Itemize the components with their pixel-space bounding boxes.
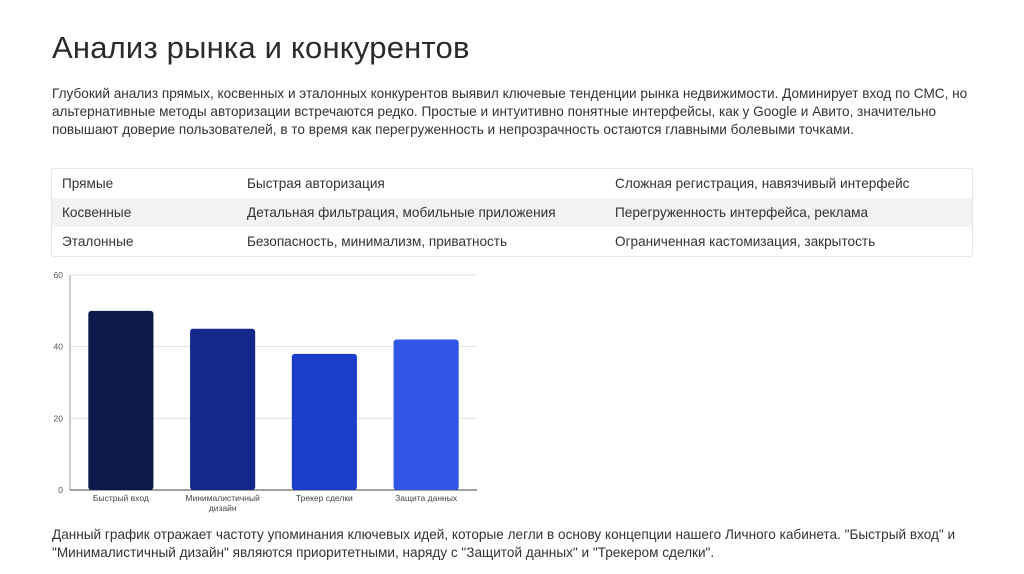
chart-description: Данный график отражает частоту упоминани… [52, 527, 956, 560]
table-row: Прямые Быстрая авторизация Сложная регис… [52, 169, 972, 198]
y-tick-label: 0 [58, 485, 63, 495]
table-row: Эталонные Безопасность, минимализм, прив… [52, 227, 972, 256]
x-axis: Быстрый вход Минималистичный дизайн Трекер … [93, 493, 458, 513]
x-tick-label: Трекер сделки [296, 493, 353, 503]
competitor-type: Эталонные [62, 234, 134, 249]
y-tick-label: 40 [54, 342, 64, 352]
chart-canvas: 0 20 40 60 Быстрый вход Минималистичный дизай… [54, 270, 477, 513]
chart-bar [88, 310, 154, 490]
chart-bar [291, 353, 357, 490]
competitor-weakness: Ограниченная кастомизация, закрытость [615, 234, 876, 249]
competitor-strength: Безопасность, минимализм, приватность [247, 234, 508, 249]
intro-paragraph: Глубокий анализ прямых, косвенных и этал… [52, 86, 968, 138]
competitor-strength: Детальная фильтрация, мобильные приложен… [247, 198, 615, 227]
competitor-type: Прямые [62, 176, 114, 191]
chart-bar [190, 328, 256, 490]
x-tick-label: Защита данных [395, 493, 458, 503]
page-title: Анализ рынка и конкурентов [52, 30, 470, 65]
bar-chart: 0 20 40 60 Быстрый вход Минималистичный дизай… [40, 266, 490, 516]
chart-bar [393, 339, 459, 490]
competitor-weakness: Сложная регистрация, навязчивый интерфей… [615, 176, 910, 191]
y-tick-label: 20 [54, 413, 64, 423]
y-axis: 0 20 40 60 [54, 270, 64, 495]
x-tick-label: Минималистичный дизайн [185, 493, 260, 513]
competitor-strength: Быстрая авторизация [247, 176, 385, 191]
chart-bars [88, 310, 459, 490]
competitors-table: Прямые Быстрая авторизация Сложная регис… [51, 168, 973, 257]
y-tick-label: 60 [54, 270, 64, 280]
table-row: Косвенные Детальная фильтрация, мобильны… [52, 198, 972, 227]
competitor-type: Косвенные [52, 198, 247, 227]
x-tick-label: Быстрый вход [93, 493, 149, 503]
competitor-weakness: Перегруженность интерфейса, реклама [615, 198, 972, 227]
